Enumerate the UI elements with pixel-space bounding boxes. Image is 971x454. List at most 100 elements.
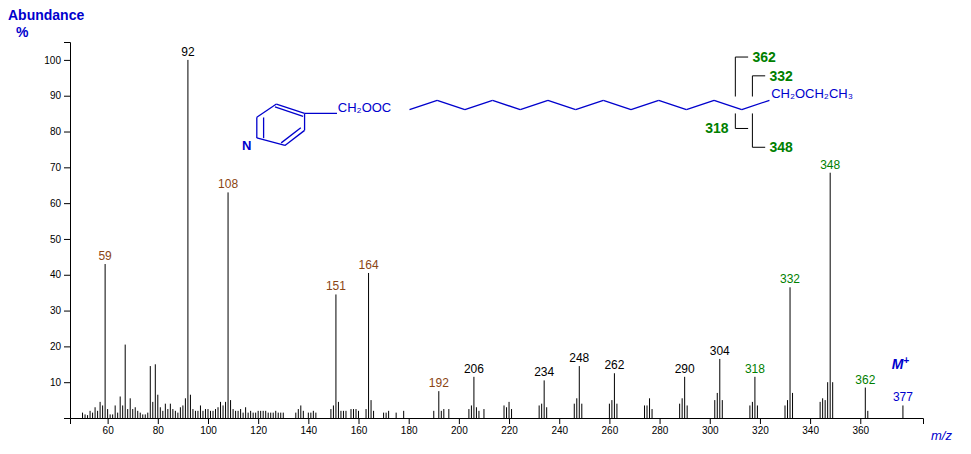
- peak-label: 377: [893, 390, 913, 404]
- structure-label: CH₂OOC: [338, 100, 391, 115]
- peak: [719, 359, 720, 418]
- peak: [97, 411, 98, 418]
- y-axis-label: Abundance: [8, 7, 84, 23]
- y-tick: 10: [50, 377, 70, 388]
- x-tick: 140: [300, 418, 317, 436]
- fragment-bracket: [752, 75, 765, 76]
- y-tick-label: 60: [50, 198, 62, 209]
- peak: [248, 413, 249, 418]
- peak: [82, 413, 83, 418]
- peak: [135, 407, 136, 418]
- peak-label: 234: [534, 365, 554, 379]
- chain-bond: [686, 100, 714, 109]
- peak: [652, 409, 653, 418]
- peak: [684, 377, 685, 418]
- peak: [107, 409, 108, 418]
- y-tick-mark: [64, 60, 70, 61]
- chart: 6080100120140160180200220240260280300320…: [0, 0, 971, 454]
- peak: [218, 407, 219, 418]
- y-tick-label: 30: [50, 305, 62, 316]
- peak: [785, 405, 786, 418]
- peak: [90, 411, 91, 418]
- peak: [714, 400, 715, 418]
- peak: [202, 411, 203, 418]
- peak: [137, 411, 138, 418]
- peak: [270, 413, 271, 418]
- peak: [117, 413, 118, 418]
- peak: [85, 414, 86, 418]
- peak: [790, 287, 791, 418]
- y-tick-label: 20: [50, 341, 62, 352]
- peak: [330, 409, 331, 418]
- peak: [371, 400, 372, 418]
- chain-bond: [714, 100, 742, 109]
- y-tick-label: 10: [50, 377, 62, 388]
- x-tick-label: 260: [602, 425, 619, 436]
- peak: [207, 409, 208, 418]
- ring-double-bond: [281, 128, 301, 143]
- x-tick-mark: [509, 418, 510, 424]
- y-tick-label: 70: [50, 162, 62, 173]
- peak-label: 248: [569, 351, 589, 365]
- x-tick-label: 140: [300, 425, 317, 436]
- peak: [268, 413, 269, 418]
- peak: [112, 414, 113, 418]
- structure-label: CH₂OCH₂CH₃: [771, 86, 853, 101]
- peak: [313, 411, 314, 418]
- x-tick-mark: [459, 418, 460, 424]
- x-tick-mark: [308, 418, 309, 424]
- peak: [125, 345, 126, 418]
- peak-label: 348: [820, 158, 840, 172]
- x-tick: 280: [652, 418, 669, 436]
- peak-label: 318: [745, 362, 765, 376]
- x-axis-line: [71, 419, 924, 425]
- y-axis: 102030405060708090100: [44, 43, 70, 419]
- peak: [255, 413, 256, 418]
- peak-label: 332: [780, 272, 800, 286]
- peak: [110, 414, 111, 418]
- x-tick: 320: [752, 418, 769, 436]
- x-axis: 6080100120140160180200220240260280300320…: [71, 418, 924, 436]
- peak: [213, 411, 214, 418]
- y-tick: 20: [50, 341, 70, 352]
- x-tick: 200: [451, 418, 468, 436]
- peak: [787, 400, 788, 418]
- peak: [441, 411, 442, 418]
- x-tick: 100: [200, 418, 217, 436]
- chain-bond: [493, 100, 521, 109]
- peak: [223, 405, 224, 418]
- peak: [579, 366, 580, 418]
- x-tick-mark: [860, 418, 861, 424]
- y-tick-label: 100: [44, 55, 61, 66]
- peaks: [83, 60, 903, 418]
- peak: [190, 395, 191, 418]
- peak: [649, 398, 650, 418]
- peak: [350, 409, 351, 418]
- x-tick-mark: [108, 418, 109, 424]
- x-tick-label: 340: [802, 425, 819, 436]
- chain-bond: [437, 100, 465, 109]
- plot: 6080100120140160180200220240260280300320…: [44, 43, 923, 437]
- peak: [614, 373, 615, 418]
- peak: [366, 409, 367, 418]
- peak: [574, 404, 575, 418]
- x-tick-label: 360: [852, 425, 869, 436]
- peak: [253, 413, 254, 418]
- peak-label: 362: [855, 373, 875, 387]
- peak: [749, 405, 750, 418]
- peak: [433, 411, 434, 418]
- x-tick: 340: [802, 418, 819, 436]
- peak: [145, 414, 146, 418]
- peak: [682, 398, 683, 418]
- peak: [581, 404, 582, 418]
- peak: [175, 411, 176, 418]
- peak: [130, 398, 131, 418]
- y-tick-label: 80: [50, 126, 62, 137]
- peak: [230, 400, 231, 418]
- peak: [185, 398, 186, 418]
- peak: [356, 409, 357, 418]
- x-tick-label: 320: [752, 425, 769, 436]
- peak: [752, 402, 753, 418]
- peak: [373, 411, 374, 418]
- peak: [438, 391, 439, 418]
